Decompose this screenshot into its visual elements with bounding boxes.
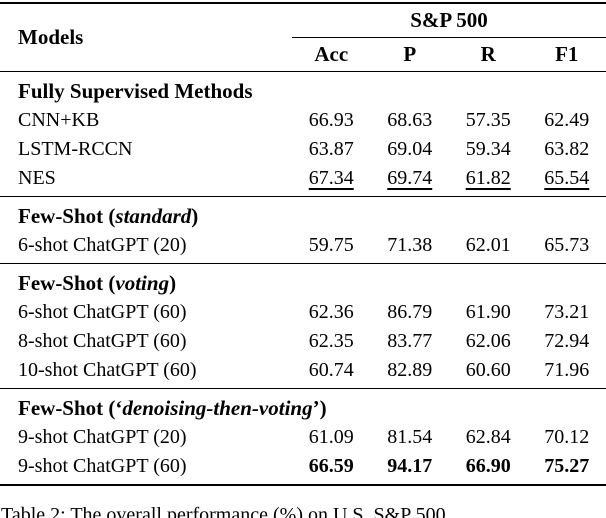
section-title-italic: voting: [115, 271, 170, 295]
metric-p: 69.74: [387, 167, 433, 189]
section-few-shot-standard: Few-Shot (standard) 6-shot ChatGPT (20) …: [0, 196, 606, 264]
col-header-acc: Acc: [292, 37, 371, 72]
table-row: 9-shot ChatGPT (20) 61.09 81.54 62.84 70…: [0, 423, 606, 452]
model-name: NES: [18, 167, 56, 189]
model-name: LSTM-RCCN: [18, 138, 133, 160]
table-row: 10-shot ChatGPT (60) 60.74 82.89 60.60 7…: [0, 356, 606, 389]
metric-p: 94.17: [387, 455, 433, 477]
section-title-text: Few-Shot (‘: [18, 396, 123, 420]
metric-acc: 62.35: [308, 330, 354, 352]
section-few-shot-denoising: Few-Shot (‘denoising-then-voting’) 9-sho…: [0, 388, 606, 486]
col-header-r: R: [449, 37, 528, 72]
table-row: CNN+KB 66.93 68.63 57.35 62.49: [0, 106, 606, 135]
group-header-sp500: S&P 500: [292, 3, 606, 38]
metric-acc: 63.87: [308, 138, 354, 160]
table-row: 9-shot ChatGPT (60) 66.59 94.17 66.90 75…: [0, 452, 606, 485]
section-title-few-shot-voting: Few-Shot (voting): [0, 263, 606, 298]
col-header-f1: F1: [527, 37, 606, 72]
section-title-text: Few-Shot (: [18, 204, 116, 228]
metric-acc: 59.75: [308, 234, 354, 256]
results-table: Models S&P 500 Acc P R F1 Fully Supervis…: [0, 2, 606, 486]
table-header: Models S&P 500 Acc P R F1: [0, 3, 606, 72]
metric-r: 62.01: [465, 234, 511, 256]
table-row: LSTM-RCCN 63.87 69.04 59.34 63.82: [0, 135, 606, 164]
metric-header-row: Acc P R F1: [0, 37, 606, 72]
metric-acc: 62.36: [308, 301, 354, 323]
section-title-suffix: ’): [312, 396, 327, 420]
section-few-shot-voting: Few-Shot (voting) 6-shot ChatGPT (60) 62…: [0, 263, 606, 389]
metric-r: 57.35: [465, 109, 511, 131]
metric-p: 68.63: [387, 109, 433, 131]
section-title-suffix: ): [191, 204, 199, 228]
table-row: NES 67.34 69.74 61.82 65.54: [0, 164, 606, 197]
metric-p: 71.38: [387, 234, 433, 256]
metric-f1: 63.82: [544, 138, 590, 160]
model-name: 6-shot ChatGPT (60): [18, 301, 187, 323]
metric-r: 66.90: [465, 455, 511, 477]
metric-acc: 60.74: [308, 359, 354, 381]
metric-acc: 61.09: [308, 426, 354, 448]
section-title-text: Fully Supervised Methods: [18, 79, 253, 103]
metric-f1: 65.54: [544, 167, 590, 189]
section-fully-supervised: Fully Supervised Methods CNN+KB 66.93 68…: [0, 72, 606, 197]
metric-acc: 66.93: [308, 109, 354, 131]
metric-p: 81.54: [387, 426, 433, 448]
col-header-models: Models: [0, 3, 292, 72]
metric-p: 69.04: [387, 138, 433, 160]
metric-f1: 73.21: [544, 301, 590, 323]
section-title-suffix: ): [169, 271, 177, 295]
group-header-row: Models S&P 500: [0, 3, 606, 72]
section-title-italic: denoising-then-voting: [122, 396, 313, 420]
model-name: 10-shot ChatGPT (60): [18, 359, 197, 381]
model-name: 9-shot ChatGPT (20): [18, 426, 187, 448]
metric-p: 82.89: [387, 359, 433, 381]
metric-f1: 71.96: [544, 359, 590, 381]
metric-f1: 75.27: [544, 455, 590, 477]
col-header-p: P: [370, 37, 449, 72]
metric-f1: 65.73: [544, 234, 590, 256]
metric-p: 86.79: [387, 301, 433, 323]
metric-acc: 67.34: [308, 167, 354, 189]
metric-acc: 66.59: [308, 455, 354, 477]
section-title-few-shot-standard: Few-Shot (standard): [0, 196, 606, 231]
model-name: CNN+KB: [18, 109, 100, 131]
table-row: 8-shot ChatGPT (60) 62.35 83.77 62.06 72…: [0, 327, 606, 356]
section-title-fully-supervised: Fully Supervised Methods: [0, 72, 606, 107]
table-row: 6-shot ChatGPT (20) 59.75 71.38 62.01 65…: [0, 231, 606, 264]
metric-f1: 62.49: [544, 109, 590, 131]
model-name: 9-shot ChatGPT (60): [18, 455, 187, 477]
metric-r: 62.84: [465, 426, 511, 448]
model-name: 6-shot ChatGPT (20): [18, 234, 187, 256]
section-title-italic: standard: [115, 204, 192, 228]
metric-r: 61.82: [465, 167, 511, 189]
metric-r: 59.34: [465, 138, 511, 160]
metric-f1: 70.12: [544, 426, 590, 448]
table-row: 6-shot ChatGPT (60) 62.36 86.79 61.90 73…: [0, 298, 606, 327]
metric-r: 60.60: [465, 359, 511, 381]
metric-f1: 72.94: [544, 330, 590, 352]
metric-r: 61.90: [465, 301, 511, 323]
table-caption: Table 2: The overall performance (%) on …: [1, 504, 446, 518]
metric-p: 83.77: [387, 330, 433, 352]
metric-r: 62.06: [465, 330, 511, 352]
model-name: 8-shot ChatGPT (60): [18, 330, 187, 352]
section-title-few-shot-denoising: Few-Shot (‘denoising-then-voting’): [0, 388, 606, 423]
section-title-text: Few-Shot (: [18, 271, 116, 295]
